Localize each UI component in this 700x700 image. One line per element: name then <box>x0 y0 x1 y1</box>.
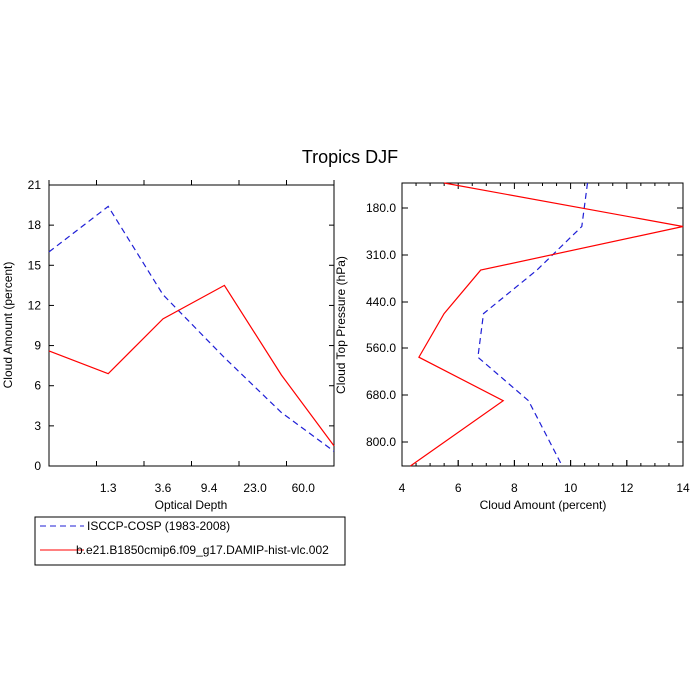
left-x-tick-label-3: 23.0 <box>243 481 267 495</box>
right-series-line-1 <box>410 182 684 467</box>
left-plot-frame <box>48 184 335 467</box>
right-panel: 180.0 310.0 440.0 560.0 680.0 800.0 4 6 8 10 12 14… <box>334 182 690 512</box>
left-x-tick-label-0: 1.3 <box>100 481 117 495</box>
left-y-tick-label-3: 9 <box>34 339 41 353</box>
right-y-tick-label-4: 680.0 <box>366 388 396 402</box>
right-series <box>410 182 684 467</box>
left-y-tick-label-7: 21 <box>28 178 42 192</box>
right-y-axis-title: Cloud Top Pressure (hPa) <box>334 256 348 394</box>
legend-frame <box>34 516 346 566</box>
right-x-tick-label-0: 4 <box>399 481 406 495</box>
right-x-ticks: 4 6 8 10 12 14 <box>399 183 690 495</box>
left-panel: 0 3 6 9 12 15 18 21 1.3 3.6 9.4 23.0 60.0 Optical D… <box>1 178 335 512</box>
right-x-tick-label-4: 12 <box>620 481 634 495</box>
left-y-tick-label-5: 15 <box>28 258 42 272</box>
legend-label-isccp: ISCCP-COSP (1983-2008) <box>87 519 230 533</box>
right-x-axis-title: Cloud Amount (percent) <box>480 498 607 512</box>
right-x-tick-label-2: 8 <box>511 481 518 495</box>
left-y-tick-label-0: 0 <box>34 459 41 473</box>
left-x-tick-label-4: 60.0 <box>292 481 316 495</box>
chart-title: Tropics DJF <box>302 147 398 167</box>
left-y-tick-label-1: 3 <box>34 419 41 433</box>
right-x-tick-label-5: 14 <box>676 481 690 495</box>
left-y-ticks: 0 3 6 9 12 15 18 21 <box>28 178 334 473</box>
right-x-tick-label-1: 6 <box>455 481 462 495</box>
right-x-tick-label-3: 10 <box>564 481 578 495</box>
right-y-tick-label-1: 310.0 <box>366 248 396 262</box>
left-series-line-1 <box>48 284 335 447</box>
left-x-tick-label-1: 3.6 <box>155 481 172 495</box>
right-y-ticks: 180.0 310.0 440.0 560.0 680.0 800.0 <box>366 201 683 449</box>
right-y-tick-label-3: 560.0 <box>366 341 396 355</box>
left-x-tick-label-2: 9.4 <box>201 481 218 495</box>
left-y-tick-label-4: 12 <box>28 298 42 312</box>
left-x-ticks: 1.3 3.6 9.4 23.0 60.0 <box>48 180 335 495</box>
legend: ISCCP-COSP (1983-2008) b.e21.B1850cmip6.… <box>34 516 346 566</box>
right-y-tick-label-0: 180.0 <box>366 201 396 215</box>
right-plot-frame <box>401 182 684 467</box>
left-y-tick-label-6: 18 <box>28 218 42 232</box>
left-y-axis-title: Cloud Amount (percent) <box>1 262 15 389</box>
right-y-tick-label-2: 440.0 <box>366 295 396 309</box>
left-y-tick-label-2: 6 <box>34 379 41 393</box>
left-x-axis-title: Optical Depth <box>155 498 228 512</box>
right-series-line-0 <box>477 182 589 467</box>
left-series-line-0 <box>48 205 335 452</box>
legend-label-model: b.e21.B1850cmip6.f09_g17.DAMIP-hist-vlc.… <box>76 543 329 557</box>
right-y-tick-label-5: 800.0 <box>366 435 396 449</box>
left-series <box>48 205 335 452</box>
